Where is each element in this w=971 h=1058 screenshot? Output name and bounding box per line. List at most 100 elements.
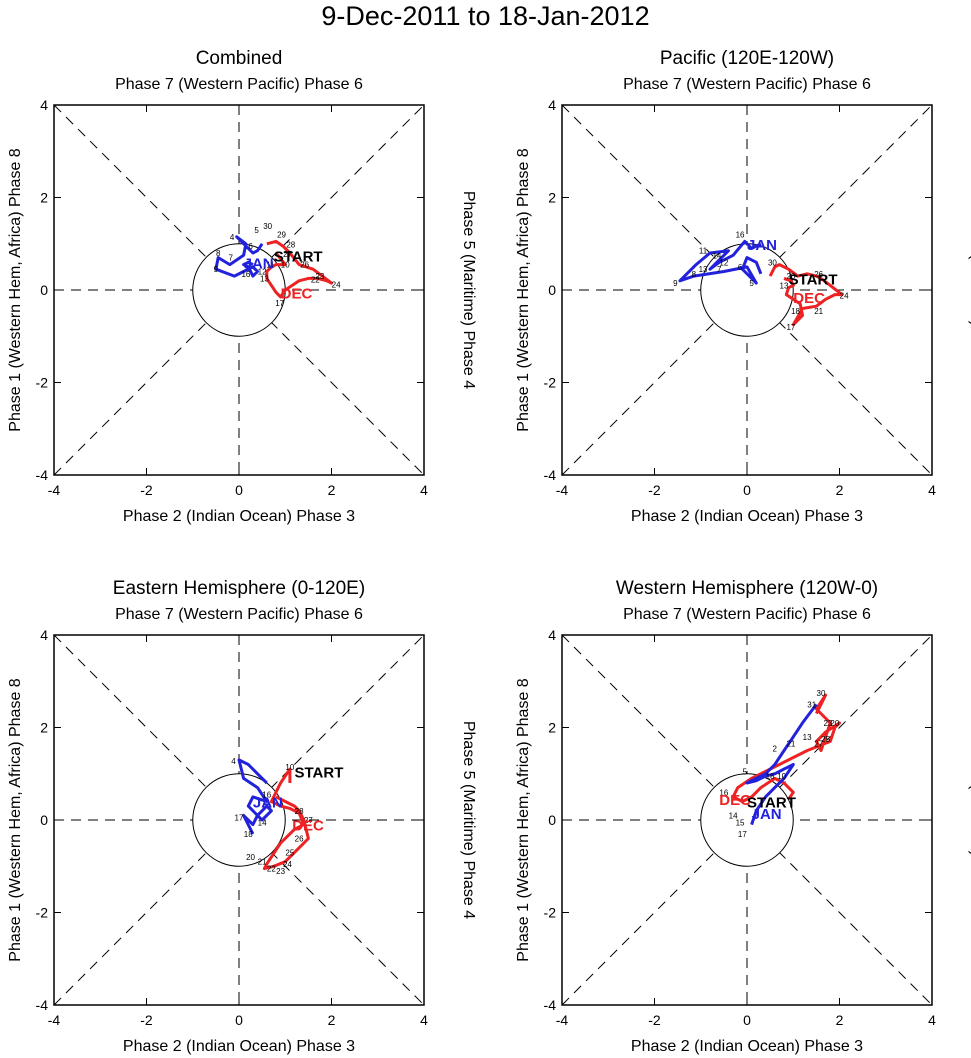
x-tick-label: 4 [420,482,428,498]
day-label: 21 [786,740,795,749]
y-tick-label: -4 [36,467,49,483]
x-tick-label: -2 [648,482,661,498]
x-tick-label: -4 [48,482,61,498]
y-tick-label: 0 [40,812,48,828]
day-label: 14 [258,818,267,827]
day-label: 26 [814,270,823,279]
bottom-phase-label: Phase 2 (Indian Ocean) Phase 3 [631,1038,863,1055]
dec-label: DEC [292,818,324,835]
day-label: 21 [814,307,823,316]
day-label: 31 [807,700,816,709]
day-label: 27 [283,250,292,259]
x-tick-label: 2 [328,1012,336,1028]
x-tick-label: -4 [48,1012,61,1028]
x-tick-label: 0 [743,1012,751,1028]
day-label: 16 [241,270,250,279]
y-tick-label: 4 [40,627,48,643]
day-label: 23 [276,867,285,876]
y-tick-label: -2 [544,905,557,921]
day-label: 24 [332,280,341,289]
series-line-jan [237,758,273,835]
day-label: 15 [736,818,745,827]
y-tick-label: 2 [548,190,556,206]
day-label: 13 [260,274,269,283]
x-tick-label: 0 [743,482,751,498]
day-label: 23 [315,272,324,281]
left-phase-label: Phase 1 (Western Hem, Africa) Phase 8 [7,678,24,961]
day-label: 2 [773,744,778,753]
day-label: 5 [742,767,747,776]
x-tick-label: -2 [140,482,153,498]
series-line-dec [265,239,333,299]
bottom-phase-label: Phase 2 (Indian Ocean) Phase 3 [123,1038,355,1055]
day-label: 16 [262,791,271,800]
day-label: 16 [719,788,728,797]
day-label: 22 [267,865,276,874]
day-label: 9 [673,279,678,288]
day-label: 25 [821,735,830,744]
series-line-dec [731,693,841,803]
x-tick-label: 4 [420,1012,428,1028]
day-label: 20 [786,272,795,281]
panel-title: Western Hemisphere (120W-0) [616,578,878,599]
y-tick-label: 2 [40,720,48,736]
day-label: 10 [285,763,294,772]
day-label: 28 [295,807,304,816]
left-phase-label: Phase 1 (Western Hem, Africa) Phase 8 [515,678,532,961]
series-line-jan [678,239,763,285]
day-label: 8 [692,270,697,279]
day-label: 17 [275,299,284,308]
y-tick-label: -4 [36,997,49,1013]
jan-label: JAN [752,806,782,823]
y-tick-label: 2 [40,190,48,206]
day-label: 12 [258,268,267,277]
x-tick-label: 2 [836,482,844,498]
day-label: 4 [230,233,235,242]
day-label: 27 [304,816,313,825]
y-tick-label: 0 [548,812,556,828]
day-label: 9 [214,265,219,274]
dec-label: DEC [793,290,825,307]
x-tick-label: -4 [556,482,569,498]
right-phase-label: Phase 5 (Maritime) Phase 4 [460,191,477,389]
panel-title: Combined [196,48,283,69]
start-label: START [789,271,838,288]
series-line-jan [745,703,818,826]
day-label: 24 [283,860,292,869]
y-tick-label: -2 [36,905,49,921]
top-phase-label: Phase 7 (Western Pacific) Phase 6 [623,606,871,623]
right-phase-label: Phase 5 (Maritime) Phase 4 [460,721,477,919]
panel-title: Pacific (120E-120W) [660,48,834,69]
day-label: 30 [768,258,777,267]
day-label: 17 [738,830,747,839]
day-label: 28 [286,241,295,250]
day-label: 26 [295,835,304,844]
x-tick-label: 0 [235,1012,243,1028]
y-tick-label: -4 [544,467,557,483]
y-tick-label: 4 [548,627,556,643]
jan-label: JAN [253,795,283,812]
y-tick-label: 2 [548,720,556,736]
day-label: 12 [719,258,728,267]
day-label: 10 [777,772,786,781]
day-label: 6 [248,242,253,251]
day-label: 25 [285,848,294,857]
phase-diagram-4: Western Hemisphere (120W-0) Phase 7 (West… [515,578,971,1055]
day-label: 23 [823,719,832,728]
bottom-phase-label: Phase 2 (Indian Ocean) Phase 3 [631,508,863,525]
day-label: 17 [235,814,244,823]
day-label: 11 [266,261,275,270]
left-phase-label: Phase 1 (Western Hem, Africa) Phase 8 [515,148,532,431]
series-line-jan [214,235,264,278]
day-label: 10 [281,261,290,270]
x-tick-label: 2 [836,1012,844,1028]
right-phase-label: Phase 5 (Maritime) Phase 4 [968,721,971,919]
day-label: 14 [729,811,738,820]
x-tick-label: -2 [140,1012,153,1028]
day-label: 6 [738,263,743,272]
day-label: 20 [830,719,839,728]
day-label: 5 [749,279,754,288]
day-label: 30 [263,222,272,231]
x-tick-label: 2 [328,482,336,498]
day-label: 7 [717,265,722,274]
